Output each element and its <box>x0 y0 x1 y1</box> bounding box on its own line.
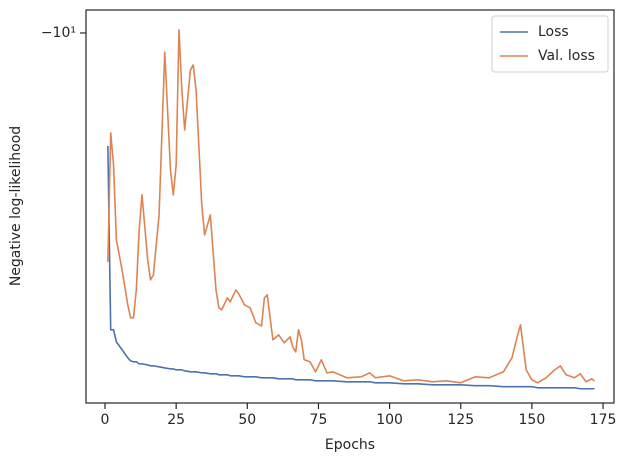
plot-frame <box>85 9 615 404</box>
legend-label: Loss <box>538 24 569 40</box>
y-axis-label: Negative log-likelihood <box>8 126 24 286</box>
y-tick-label: −10¹ <box>41 25 76 41</box>
legend-label: Val. loss <box>538 48 595 64</box>
x-axis-label: Epochs <box>325 437 375 453</box>
legend-box <box>491 15 609 73</box>
x-tick-label: 150 <box>519 412 546 428</box>
x-tick-label: 50 <box>238 412 256 428</box>
x-tick-label: 25 <box>167 412 185 428</box>
line-series <box>107 29 595 384</box>
x-tick-label: 125 <box>447 412 474 428</box>
x-tick-label: 0 <box>101 412 110 428</box>
x-tick-label: 175 <box>590 412 617 428</box>
x-tick-label: 75 <box>310 412 328 428</box>
x-tick-label: 100 <box>376 412 403 428</box>
line-series <box>107 145 595 390</box>
